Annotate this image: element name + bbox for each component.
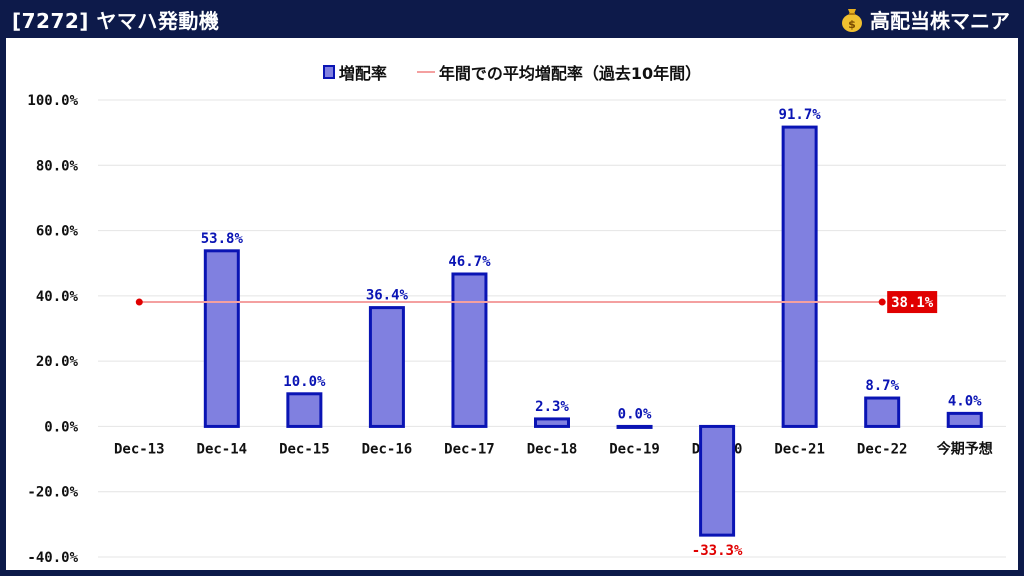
average-marker-start [135, 298, 143, 306]
bar [699, 424, 736, 537]
x-tick-label: Dec-16 [362, 441, 413, 457]
chart-legend: 増配率 年間での平均増配率（過去10年間） [6, 60, 1018, 84]
bar [946, 411, 983, 428]
money-bag-icon: $ [842, 9, 862, 32]
bar [616, 424, 653, 429]
x-tick-label: Dec-19 [609, 441, 660, 457]
page-title: [7272] ヤマハ発動機 [12, 9, 220, 33]
bar [864, 396, 901, 428]
data-label: 53.8% [201, 231, 244, 247]
legend-bar-swatch [322, 65, 335, 79]
legend-label-average: 年間での平均増配率（過去10年間） [438, 64, 702, 83]
legend-label-growth: 増配率 [338, 64, 387, 83]
svg-text:$: $ [848, 18, 856, 31]
y-tick-label: 20.0% [36, 354, 79, 370]
bar [781, 125, 818, 428]
x-tick-label: Dec-18 [527, 441, 578, 457]
y-tick-label: 40.0% [36, 289, 79, 305]
average-badge [887, 291, 938, 314]
data-label: 8.7% [865, 378, 899, 394]
brand-name: 高配当株マニア [870, 8, 1010, 33]
y-tick-label: -20.0% [27, 485, 78, 501]
data-label: -33.3% [692, 543, 743, 559]
x-tick-label: Dec-17 [444, 441, 495, 457]
x-tick-label: Dec-21 [774, 441, 825, 457]
data-label: 91.7% [779, 107, 822, 123]
data-label: 46.7% [448, 254, 491, 270]
y-tick-label: 80.0% [36, 158, 79, 174]
x-tick-label: 今期予想 [936, 440, 993, 457]
y-tick-label: 100.0% [27, 93, 78, 109]
y-tick-label: -40.0% [27, 550, 78, 566]
header-bar: [7272] ヤマハ発動機 $ 高配当株マニア [0, 0, 1024, 38]
data-label: 36.4% [366, 288, 409, 304]
chart-panel: 増配率 年間での平均増配率（過去10年間） 100.0% 80.0% 60.0% 40… [6, 38, 1018, 570]
bar-chart: 100.0% 80.0% 60.0% 40.0% 20.0% 0.0% -20.0% -40.… [27, 93, 1006, 566]
bar [286, 392, 323, 428]
y-tick-label: 0.0% [44, 419, 78, 435]
x-tick-label: Dec-22 [857, 441, 908, 457]
bar [451, 272, 488, 428]
data-label: 4.0% [948, 393, 982, 409]
legend-item-growth: 増配率 [322, 60, 387, 84]
legend-item-average: 年間での平均増配率（過去10年間） [416, 60, 702, 84]
legend-line-swatch [416, 71, 435, 73]
bar [203, 249, 240, 428]
x-tick-label: Dec-13 [114, 441, 165, 457]
y-tick-label: 60.0% [36, 224, 79, 240]
data-label: 10.0% [283, 374, 326, 390]
data-label: 0.0% [618, 406, 652, 422]
data-label: 2.3% [535, 399, 569, 415]
brand-logo: $ 高配当株マニア [840, 5, 1010, 33]
average-marker-end [878, 298, 886, 306]
average-badge-label: 38.1% [891, 295, 934, 311]
x-tick-label: Dec-14 [197, 441, 248, 457]
bar [534, 417, 570, 428]
bar [368, 306, 405, 428]
x-tick-label: Dec-15 [279, 441, 330, 457]
